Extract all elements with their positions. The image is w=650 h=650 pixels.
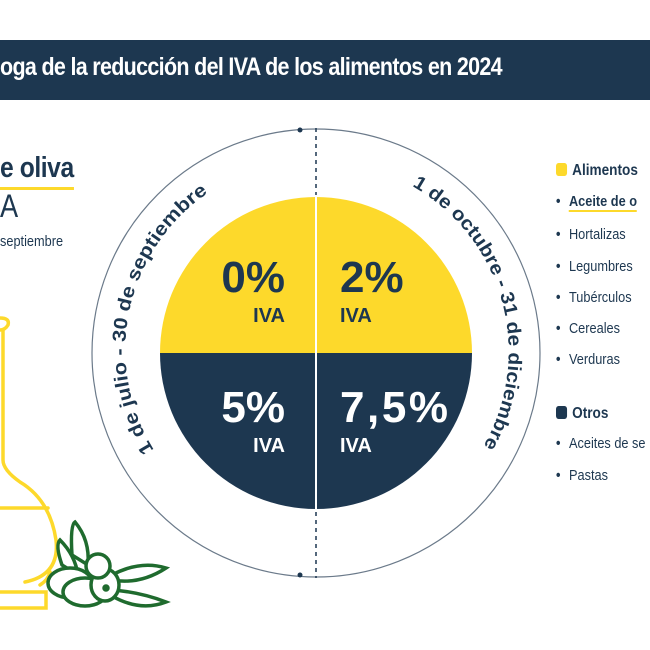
legend-item: • Aceites de se	[556, 435, 646, 452]
ring-dot	[297, 127, 303, 133]
oil-bottle-icon	[0, 316, 59, 610]
legend-group-otros: Otros	[556, 405, 608, 423]
ring-dot	[297, 572, 303, 578]
legend-item-label: Verduras	[568, 351, 621, 368]
product-date: septiembre	[0, 233, 64, 250]
navy-square-icon	[556, 406, 568, 419]
quadrant-label: IVA	[340, 305, 372, 327]
quadrant-label: IVA	[253, 435, 285, 457]
product-title: e oliva	[0, 152, 74, 190]
legend-item: • Verduras	[556, 351, 621, 368]
legend-group-alimentos: Alimentos	[556, 162, 638, 180]
yellow-square-icon	[556, 163, 568, 176]
legend-group-title: Alimentos	[572, 162, 638, 179]
quadrant-value: 7,5%	[340, 383, 448, 432]
legend-item-label: Pastas	[568, 467, 608, 484]
legend-item-label: Legumbres	[568, 258, 633, 275]
legend-item: • Hortalizas	[556, 226, 626, 243]
header-banner: oga de la reducción del IVA de los alime…	[0, 40, 650, 100]
quadrant-value: 2%	[340, 253, 404, 302]
legend-group-title: Otros	[572, 405, 609, 422]
legend-item-label: Tubérculos	[568, 289, 632, 306]
page-title: oga de la reducción del IVA de los alime…	[0, 53, 503, 81]
quadrant-label: IVA	[340, 435, 372, 457]
legend-item-label: Cereales	[568, 320, 621, 337]
legend-item: • Aceite de o	[556, 193, 638, 212]
product-iva: A	[0, 188, 19, 224]
legend-item-label: Aceites de se	[568, 435, 646, 452]
legend-item-label: Aceite de o	[568, 193, 638, 212]
quadrant-label: IVA	[253, 305, 285, 327]
legend-item-label: Hortalizas	[568, 226, 626, 243]
olive-branch-icon	[46, 519, 171, 608]
legend-item: • Pastas	[556, 467, 608, 484]
quadrant-value: 5%	[221, 383, 285, 432]
legend-item: • Cereales	[556, 320, 621, 337]
legend-item: • Tubérculos	[556, 289, 632, 306]
quadrant-value: 0%	[221, 253, 285, 302]
legend-item: • Legumbres	[556, 258, 633, 275]
